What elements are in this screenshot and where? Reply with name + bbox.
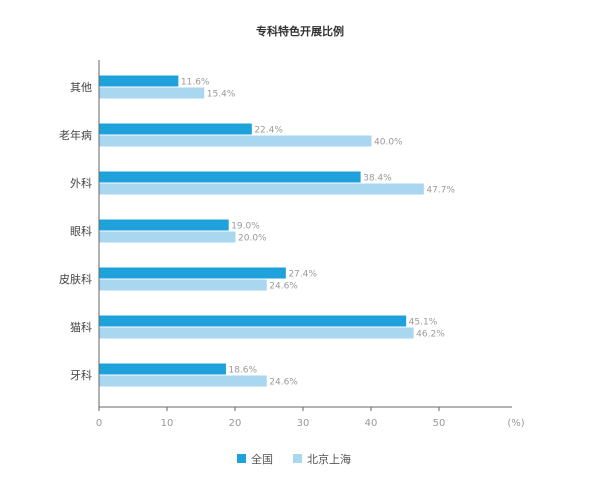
bar-series-2 — [99, 231, 236, 243]
x-tick-label: 20 — [229, 418, 242, 429]
x-tick-label: 0 — [96, 418, 102, 429]
x-axis-unit: (%) — [507, 418, 524, 429]
data-label: 47.7% — [426, 186, 455, 196]
bar-series-2 — [99, 135, 372, 147]
bar-series-2 — [99, 327, 414, 339]
category-label: 眼科 — [70, 224, 92, 238]
bar-series-2 — [99, 87, 205, 99]
data-label: 27.4% — [288, 270, 317, 280]
data-label: 11.6% — [181, 78, 210, 88]
bar-series-1 — [99, 219, 229, 231]
legend: 全国 北京上海 — [237, 452, 351, 466]
x-axis-ticks: 0 10 20 30 40 50 — [96, 407, 446, 429]
bar-series-1 — [99, 267, 286, 279]
data-label: 24.6% — [269, 282, 298, 292]
data-label: 19.0% — [231, 222, 260, 232]
data-label: 40.0% — [374, 138, 403, 148]
data-label: 22.4% — [254, 126, 283, 136]
legend-swatch-series-2 — [293, 454, 302, 463]
data-label: 18.6% — [228, 366, 257, 376]
data-label: 45.1% — [409, 318, 438, 328]
x-tick-label: 10 — [161, 418, 174, 429]
bar-series-1 — [99, 315, 407, 327]
bar-series-1 — [99, 123, 252, 135]
data-label: 20.0% — [238, 234, 267, 244]
bar-series-1 — [99, 171, 361, 183]
plot-area: 其他 11.6% 15.4% 老年病 22.4% 40.0% 外科 38.4% 47.7% 眼科 1… — [59, 75, 455, 388]
data-label: 38.4% — [363, 174, 392, 184]
category-label: 皮肤科 — [59, 272, 92, 286]
category-label: 外科 — [70, 176, 92, 190]
legend-swatch-series-1 — [237, 454, 246, 463]
x-tick-label: 30 — [297, 418, 310, 429]
data-label: 15.4% — [207, 90, 236, 100]
bar-series-2 — [99, 375, 267, 387]
bar-series-2 — [99, 183, 424, 195]
legend-label-series-1: 全国 — [251, 452, 273, 466]
data-label: 24.6% — [269, 378, 298, 388]
category-label: 牙科 — [70, 368, 92, 382]
bar-series-1 — [99, 75, 179, 87]
category-label: 其他 — [70, 81, 92, 94]
x-tick-label: 50 — [433, 418, 446, 429]
category-label: 猫科 — [70, 320, 92, 334]
chart-title: 专科特色开展比例 — [256, 24, 344, 38]
bar-series-2 — [99, 279, 267, 291]
x-tick-label: 40 — [365, 418, 378, 429]
category-label: 老年病 — [59, 128, 92, 142]
legend-label-series-2: 北京上海 — [307, 452, 351, 466]
data-label: 46.2% — [416, 330, 445, 340]
bar-series-1 — [99, 363, 226, 375]
